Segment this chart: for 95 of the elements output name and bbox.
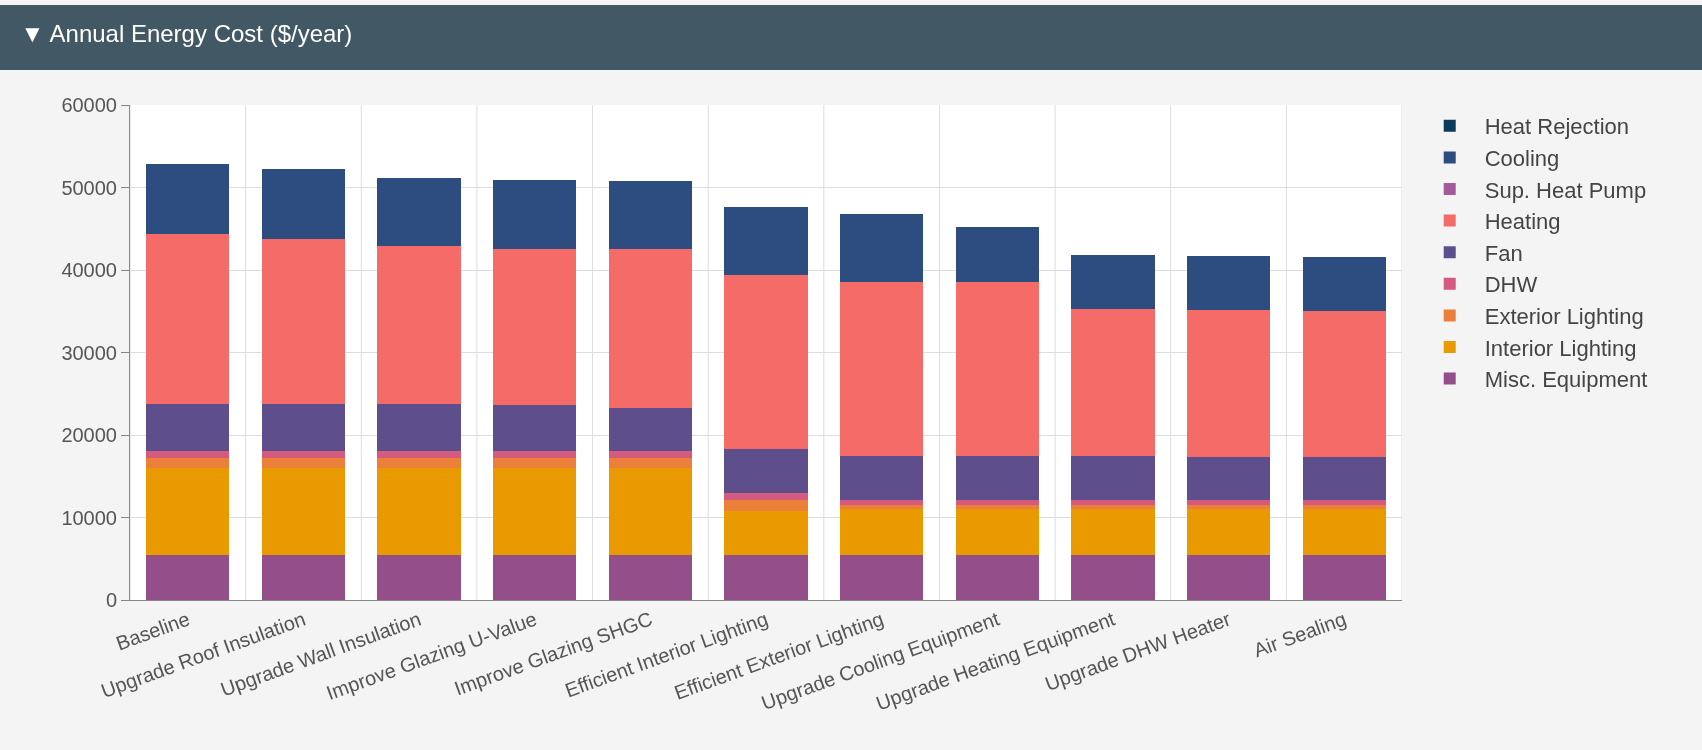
legend-label: Heat Rejection <box>1484 114 1630 140</box>
bar <box>146 468 230 555</box>
bar <box>493 554 577 600</box>
bar <box>840 500 924 506</box>
bar <box>493 458 577 468</box>
bar <box>1302 311 1386 458</box>
y-tick-label: 60000 <box>61 94 117 116</box>
bar <box>146 458 230 468</box>
bar <box>1302 554 1386 600</box>
bar <box>146 554 230 600</box>
bar <box>377 404 461 451</box>
bar <box>724 492 808 501</box>
bar <box>377 246 461 405</box>
bar <box>608 468 692 555</box>
bar <box>493 180 577 250</box>
bar <box>1186 457 1271 501</box>
x-tick-label: Air Sealing <box>1250 607 1349 662</box>
bar <box>955 554 1039 600</box>
bar <box>955 509 1039 555</box>
bar <box>724 500 808 511</box>
legend-label: Exterior Lighting <box>1484 303 1644 329</box>
bar <box>1071 509 1155 555</box>
bar <box>1071 554 1155 600</box>
y-tick-label: 10000 <box>61 506 117 529</box>
bar <box>608 248 692 408</box>
bar <box>146 233 230 405</box>
bar <box>840 505 924 510</box>
bar <box>955 281 1039 457</box>
chart-title: ▼ Annual Energy Cost ($/year) <box>20 20 353 48</box>
bar <box>724 274 808 450</box>
bar <box>608 450 692 459</box>
y-tick-label: 40000 <box>61 259 117 281</box>
bar <box>1302 500 1386 506</box>
bar <box>840 554 924 600</box>
bar <box>1302 505 1386 510</box>
bar <box>608 407 692 451</box>
bar <box>1071 505 1155 510</box>
legend-label: DHW <box>1484 272 1538 298</box>
bar <box>955 456 1039 501</box>
bar <box>608 458 692 468</box>
bar <box>840 509 924 555</box>
bar <box>377 450 461 459</box>
bar <box>955 227 1039 282</box>
y-tick-label: 30000 <box>61 341 117 364</box>
bar <box>261 458 346 468</box>
legend-label: Heating <box>1484 209 1561 235</box>
bar <box>377 468 461 555</box>
bar <box>146 163 230 234</box>
bar <box>1071 500 1155 506</box>
bar <box>377 458 461 468</box>
bar <box>493 450 577 459</box>
bar <box>261 468 346 555</box>
y-tick-label: 50000 <box>61 176 117 199</box>
bar <box>1186 509 1271 555</box>
bar <box>1071 456 1155 501</box>
legend-label: Cooling <box>1484 145 1560 171</box>
bar <box>261 169 346 239</box>
bar <box>493 468 577 555</box>
bar <box>261 554 346 600</box>
bar <box>724 510 808 555</box>
legend-label: Interior Lighting <box>1484 335 1637 361</box>
bar <box>1186 554 1271 600</box>
bar <box>955 500 1039 506</box>
bar <box>1186 255 1271 311</box>
bar <box>724 449 808 493</box>
bar <box>1186 500 1271 506</box>
bar <box>840 281 924 457</box>
bar <box>261 238 346 405</box>
bar <box>840 456 924 501</box>
bar <box>261 450 346 459</box>
bar <box>377 178 461 247</box>
bar <box>146 404 230 451</box>
bar <box>608 554 692 600</box>
bar <box>955 505 1039 510</box>
bar <box>608 181 692 249</box>
y-tick-label: 20000 <box>61 424 117 446</box>
legend-label: Sup. Heat Pump <box>1484 177 1647 203</box>
bar <box>377 554 461 600</box>
bar <box>261 404 346 451</box>
bar <box>724 554 808 600</box>
bar <box>1071 308 1155 457</box>
bar <box>1071 255 1155 309</box>
bar <box>1186 505 1271 510</box>
bar <box>493 249 577 406</box>
legend-label: Fan <box>1484 240 1523 266</box>
bar <box>840 213 924 282</box>
bar <box>1302 457 1386 501</box>
bar <box>724 207 808 275</box>
bar <box>1302 256 1386 312</box>
bar <box>1302 509 1386 555</box>
bar <box>146 450 230 459</box>
bar <box>1186 310 1271 458</box>
bar <box>493 405 577 451</box>
legend-label: Misc. Equipment <box>1484 367 1648 393</box>
y-tick-label: 0 <box>105 589 117 611</box>
